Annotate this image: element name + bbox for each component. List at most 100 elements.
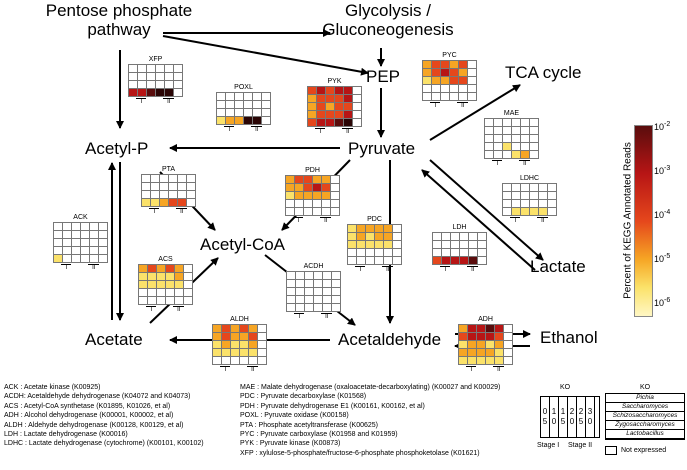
heatmap-cell — [72, 239, 81, 247]
heatmap-cell — [442, 241, 451, 249]
heatmap-cell — [262, 101, 271, 109]
heatmap-grid — [502, 183, 557, 216]
heatmap-cell — [240, 349, 249, 357]
heatmap-cell — [249, 341, 258, 349]
heatmap-cell — [322, 200, 331, 208]
heatmap-cell — [432, 77, 441, 85]
heatmap-cell — [175, 281, 184, 289]
heatmap-cell — [169, 175, 178, 183]
heatmap-cell — [151, 191, 160, 199]
heatmap-stage-row: I II — [286, 313, 341, 320]
heatmap-cell — [530, 208, 539, 216]
heatmap-cell — [213, 333, 222, 341]
heatmap-cell — [539, 184, 548, 192]
arrow-lactate-pyruvate — [421, 169, 536, 271]
heatmap-cell — [99, 247, 108, 255]
heatmap-cell — [521, 127, 530, 135]
heatmap-cell — [459, 77, 468, 85]
heatmap-cell — [313, 208, 322, 216]
heatmap-cell — [160, 191, 169, 199]
heatmap-cell — [495, 325, 504, 333]
heatmap-cell — [213, 341, 222, 349]
heatmap-cell — [287, 280, 296, 288]
colorbar-tick: 10-3 — [654, 165, 671, 176]
heatmap-cell — [459, 85, 468, 93]
heatmap-cell — [459, 357, 468, 365]
heatmap-cell — [142, 175, 151, 183]
heatmap-cell — [468, 325, 477, 333]
heatmap-stage-label: II — [176, 208, 188, 215]
heatmap-cell — [139, 273, 148, 281]
heatmap-cell — [72, 223, 81, 231]
heatmap-cell — [384, 225, 393, 233]
heatmap-cell — [332, 272, 341, 280]
heatmap-stage-row: I II — [138, 306, 193, 313]
heatmap-label: ADH — [478, 316, 493, 323]
node-acetyl-p: Acetyl-P — [85, 139, 149, 158]
heatmap-stage-label: I — [220, 366, 231, 373]
heatmap-cell — [160, 183, 169, 191]
heatmap-cell — [512, 127, 521, 135]
heatmap-cell — [178, 183, 187, 191]
heatmap-cell — [344, 111, 353, 119]
heatmap-cell — [129, 65, 138, 73]
heatmap-stage-label: I — [224, 126, 235, 133]
node-glycolysis-line1: Glycolysis / — [345, 1, 431, 20]
ko-species-item: Lactobacillus — [606, 430, 684, 439]
heatmap-cell — [249, 357, 258, 365]
heatmap-cell — [129, 73, 138, 81]
heatmap-cell — [90, 231, 99, 239]
heatmap-cell — [459, 333, 468, 341]
heatmap-cell — [393, 225, 402, 233]
node-pentose-line2: pathway — [87, 19, 151, 39]
node-pentose-line1: Pentose phosphate — [45, 1, 193, 20]
heatmap-cell — [317, 87, 326, 95]
heatmap-cell — [147, 81, 156, 89]
heatmap-cell — [393, 249, 402, 257]
heatmap-label: POXL — [234, 84, 253, 91]
heatmap-cell — [344, 119, 353, 127]
heatmap-stage-row: I II — [216, 126, 271, 133]
heatmap-cell — [433, 257, 442, 265]
heatmap-cell — [335, 119, 344, 127]
heatmap-grid — [53, 222, 108, 263]
heatmap-cell — [459, 93, 468, 101]
heatmap-cell — [313, 200, 322, 208]
ko-stage-ii: Stage II — [568, 442, 593, 449]
heatmap-cell — [450, 85, 459, 93]
heatmap-stage-row: I II — [432, 266, 487, 273]
heatmap-stage-label: II — [88, 264, 100, 271]
heatmap-cell — [348, 249, 357, 257]
heatmap-stage-label: I — [146, 306, 157, 313]
heatmap-cell — [235, 93, 244, 101]
heatmap-cell — [129, 81, 138, 89]
heatmap-cell — [468, 357, 477, 365]
heatmap-cell — [442, 257, 451, 265]
heatmap-cell — [326, 95, 335, 103]
heatmap-cell — [459, 61, 468, 69]
heatmap-cell — [530, 200, 539, 208]
heatmap-cell — [317, 95, 326, 103]
heatmap-cell — [503, 151, 512, 159]
legend-line: ACS : Acetyl-CoA synthetase (K01895, K01… — [4, 402, 171, 410]
heatmap-cell — [521, 200, 530, 208]
heatmap-cell — [253, 109, 262, 117]
heatmap-grid — [128, 64, 183, 97]
heatmap-grid — [212, 324, 267, 365]
heatmap-cell — [314, 272, 323, 280]
heatmap-label: PTA — [161, 166, 176, 173]
heatmap-cell — [548, 200, 557, 208]
arrow-pyruvate-lactate — [429, 159, 544, 261]
heatmap-cell — [375, 233, 384, 241]
heatmap-grid — [141, 174, 196, 207]
heatmap-cell — [139, 297, 148, 305]
heatmap-cell — [357, 233, 366, 241]
heatmap-cell — [287, 272, 296, 280]
heatmap-cell — [308, 111, 317, 119]
heatmap-cell — [357, 241, 366, 249]
heatmap-grid — [458, 324, 513, 365]
heatmap-cell — [486, 325, 495, 333]
